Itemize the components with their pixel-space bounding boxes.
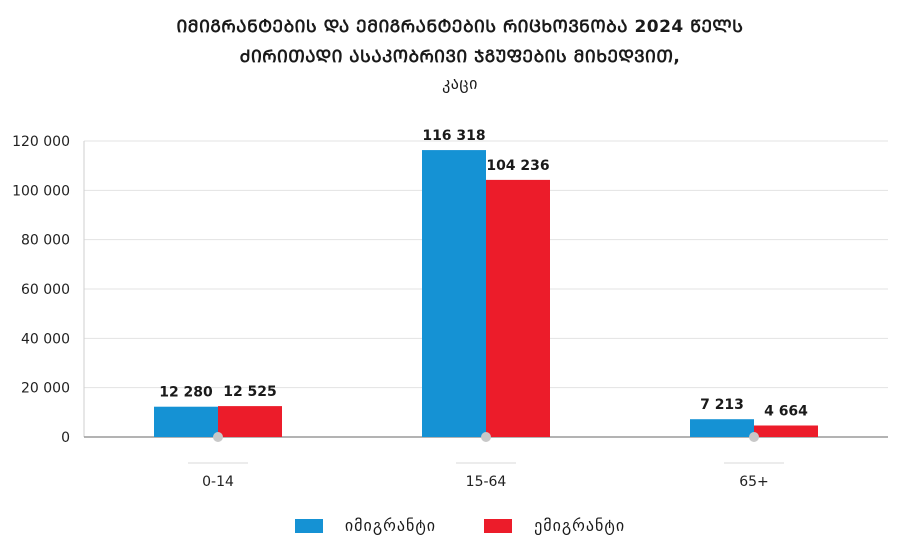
chart-title-line-2: ᲫᲘᲠᲘᲗᲐᲓᲘ ᲐᲡᲐᲙᲝᲑᲠᲘᲕᲘ ᲯᲒᲣᲤᲔᲑᲘᲡ ᲛᲘᲮᲔᲓᲕᲘᲗ, (239, 47, 681, 67)
chart-unit: კაცი (442, 74, 478, 93)
data-label: 12 280 (159, 385, 213, 401)
data-label: 12 525 (223, 384, 277, 400)
x-tick-label: 15-64 (466, 474, 507, 490)
y-tick-label: 80 000 (21, 233, 70, 249)
legend-swatch-immigrants (294, 518, 323, 533)
legend-label-immigrants: იმიგრანტი (344, 516, 437, 535)
y-tick-label: 40 000 (21, 331, 70, 347)
x-tick-label: 65+ (739, 474, 769, 490)
bar (690, 419, 754, 437)
legend-label-emigrants: ემიგრანტი (534, 516, 626, 535)
bar (422, 150, 486, 437)
y-tick-label: 0 (61, 430, 70, 446)
category-marker (749, 432, 759, 442)
category-marker (213, 432, 223, 442)
legend-swatch-emigrants (484, 518, 513, 533)
legend-item-immigrants: იმიგრანტი (294, 516, 437, 535)
legend-item-emigrants: ემიგრანტი (484, 516, 625, 535)
bar (486, 179, 550, 438)
data-label: 4 664 (764, 403, 808, 419)
y-tick-label: 20 000 (21, 381, 70, 397)
x-tick-label: 0-14 (202, 474, 234, 490)
bar (754, 425, 818, 437)
data-label: 7 213 (700, 397, 744, 413)
data-label: 116 318 (422, 128, 485, 144)
data-label: 104 236 (486, 158, 549, 174)
y-tick-label: 60 000 (21, 282, 70, 298)
legend: იმიგრანტი ემიგრანტი (0, 516, 920, 535)
y-tick-label: 120 000 (12, 134, 70, 150)
bar (154, 406, 218, 437)
category-marker (481, 432, 491, 442)
chart-title-line-1: ᲘᲛᲘᲒᲠᲐᲜᲢᲔᲑᲘᲡ ᲓᲐ ᲔᲛᲘᲒᲠᲐᲜᲢᲔᲑᲘᲡ ᲠᲘᲪᲮᲝᲕᲜᲝᲑᲐ … (176, 17, 744, 37)
bar (218, 406, 282, 437)
y-tick-label: 100 000 (12, 183, 70, 199)
